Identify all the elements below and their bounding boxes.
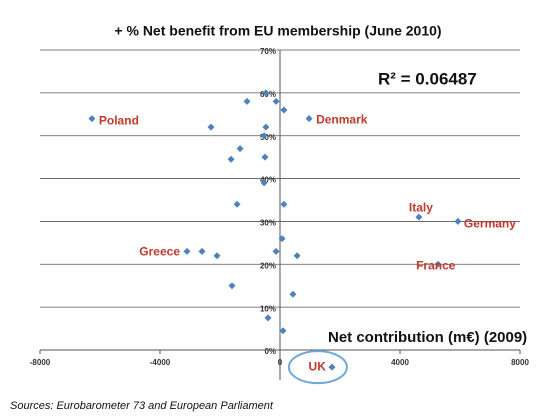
point: [233, 200, 241, 208]
y-tick-label: 60%: [260, 90, 276, 99]
y-tick-label: 10%: [260, 304, 276, 313]
highlight-ellipse: [287, 350, 348, 385]
source: Sources: Eurobarometer 73 and European P…: [10, 400, 274, 412]
y-tick-label: 50%: [260, 133, 276, 142]
point-label: Germany: [464, 217, 516, 231]
chart-title: + % Net benefit from EU membership (June…: [114, 23, 441, 39]
point: [454, 217, 462, 225]
point: [272, 97, 280, 105]
point: [236, 145, 244, 153]
point: [243, 97, 251, 105]
point: [262, 89, 270, 97]
point: [228, 282, 236, 290]
point: [264, 314, 272, 322]
x-tick-label: -8000: [30, 358, 51, 367]
y-tick-label: 70%: [260, 47, 276, 56]
point-label: Greece: [139, 245, 180, 259]
point: [262, 123, 270, 131]
point-label: Denmark: [316, 113, 368, 127]
point-label: UK: [309, 359, 327, 373]
x-tick-label: 4000: [391, 358, 409, 367]
x-tick-label: 8000: [511, 358, 529, 367]
point: [293, 252, 301, 260]
point: [434, 260, 442, 268]
point-label: France: [416, 258, 456, 272]
point: [183, 247, 191, 255]
y-tick-label: 40%: [260, 176, 276, 185]
y-tick-label: 30%: [260, 219, 276, 228]
point: [213, 252, 221, 260]
point: [88, 115, 96, 123]
point-label: Italy: [409, 200, 433, 214]
point: [227, 155, 235, 163]
x-axis-title: Net contribution (m€) (2009): [328, 329, 527, 346]
point: [261, 153, 269, 161]
point: [280, 106, 288, 114]
point: [272, 247, 280, 255]
r-squared: R² = 0.06487: [378, 69, 477, 88]
x-tick-label: -4000: [150, 358, 171, 367]
point: [279, 327, 287, 335]
point: [207, 123, 215, 131]
point: [289, 290, 297, 298]
point: [260, 179, 268, 187]
point: [198, 247, 206, 255]
point: [305, 115, 313, 123]
y-tick-label: 20%: [260, 261, 276, 270]
y-tick-label: 0%: [264, 347, 276, 356]
x-tick-label: 0: [278, 358, 283, 367]
point: [280, 200, 288, 208]
point: [260, 132, 268, 140]
point-label: Poland: [99, 114, 139, 128]
point: [328, 363, 336, 371]
point: [278, 235, 286, 243]
point: [415, 213, 423, 221]
